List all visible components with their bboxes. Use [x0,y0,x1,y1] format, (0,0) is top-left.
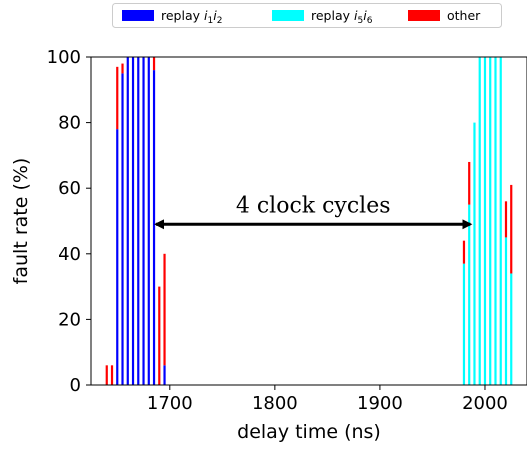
bar-other-2020 [504,201,508,238]
bar-other-1690 [158,286,161,385]
bar-replay-i5i6-2025 [510,273,513,385]
x-tick-label: 1700 [147,393,193,414]
bar-replay-i5i6-2020 [504,237,508,385]
legend-label: replay i1i2 [161,8,222,26]
bar-replay-i5i6-2005 [489,57,492,385]
legend-swatch [408,10,440,21]
bar-replay-i5i6-2010 [494,57,497,385]
bar-replay-i1i2-1655 [121,73,124,386]
legend: replay i1i2 replay i5i6 other [112,3,502,28]
legend-swatch [122,10,154,21]
bar-replay-i1i2-1650 [116,129,119,385]
bar-other-1985 [468,161,471,205]
bar-other-1685 [152,57,156,71]
bar-replay-i5i6-1980 [462,263,466,385]
x-tick-label: 1900 [357,393,403,414]
bar-other-2025 [510,184,513,274]
y-axis: 0 20 40 60 80 100 [47,47,91,396]
bar-replay-i1i2-1675 [142,57,145,385]
bar-replay-i5i6-1990 [473,122,476,385]
bar-replay-i5i6-1995 [478,57,481,385]
annotation: 4 clock cycles [154,193,473,230]
plot-frame [90,56,527,386]
bar-replay-i5i6-2000 [483,57,487,385]
bar-other-1645 [110,365,114,385]
y-tick-label: 20 [58,309,81,330]
bar-replay-i1i2-1680 [147,57,150,385]
y-tick-label: 80 [58,113,81,134]
y-tick-label: 100 [47,47,81,68]
y-tick-label: 0 [70,375,81,396]
bar-replay-i1i2-1685 [152,70,156,386]
bar-other-1655 [121,63,124,74]
bars [105,57,513,386]
y-tick-label: 60 [58,178,81,199]
x-tick-label: 2000 [462,393,508,414]
bar-other-1650 [116,66,119,130]
bar-replay-i1i2-1660 [126,57,129,385]
plot-area: 4 clock cycles 1700 1800 1900 2000 0 20 40 60 8… [47,47,527,414]
legend-box [112,3,502,28]
y-axis-label: fault rate (%) [10,158,32,285]
x-tick-label: 1800 [252,393,298,414]
bar-other-1640 [105,365,108,385]
bar-replay-i5i6-1985 [468,204,471,385]
y-tick-label: 40 [58,244,81,265]
bar-replay-i1i2-1695 [163,365,166,385]
bar-replay-i1i2-1665 [131,57,135,385]
legend-label: replay i5i6 [311,8,373,26]
legend-label: other [447,8,481,23]
x-axis: 1700 1800 1900 2000 [147,385,508,414]
bar-replay-i5i6-2015 [499,57,502,385]
x-axis-label: delay time (ns) [237,421,381,443]
legend-swatch [272,10,304,21]
bar-other-1695 [163,253,166,366]
bar-other-1980 [462,240,466,264]
annotation-text: 4 clock cycles [236,193,391,218]
bar-replay-i1i2-1670 [137,57,140,385]
